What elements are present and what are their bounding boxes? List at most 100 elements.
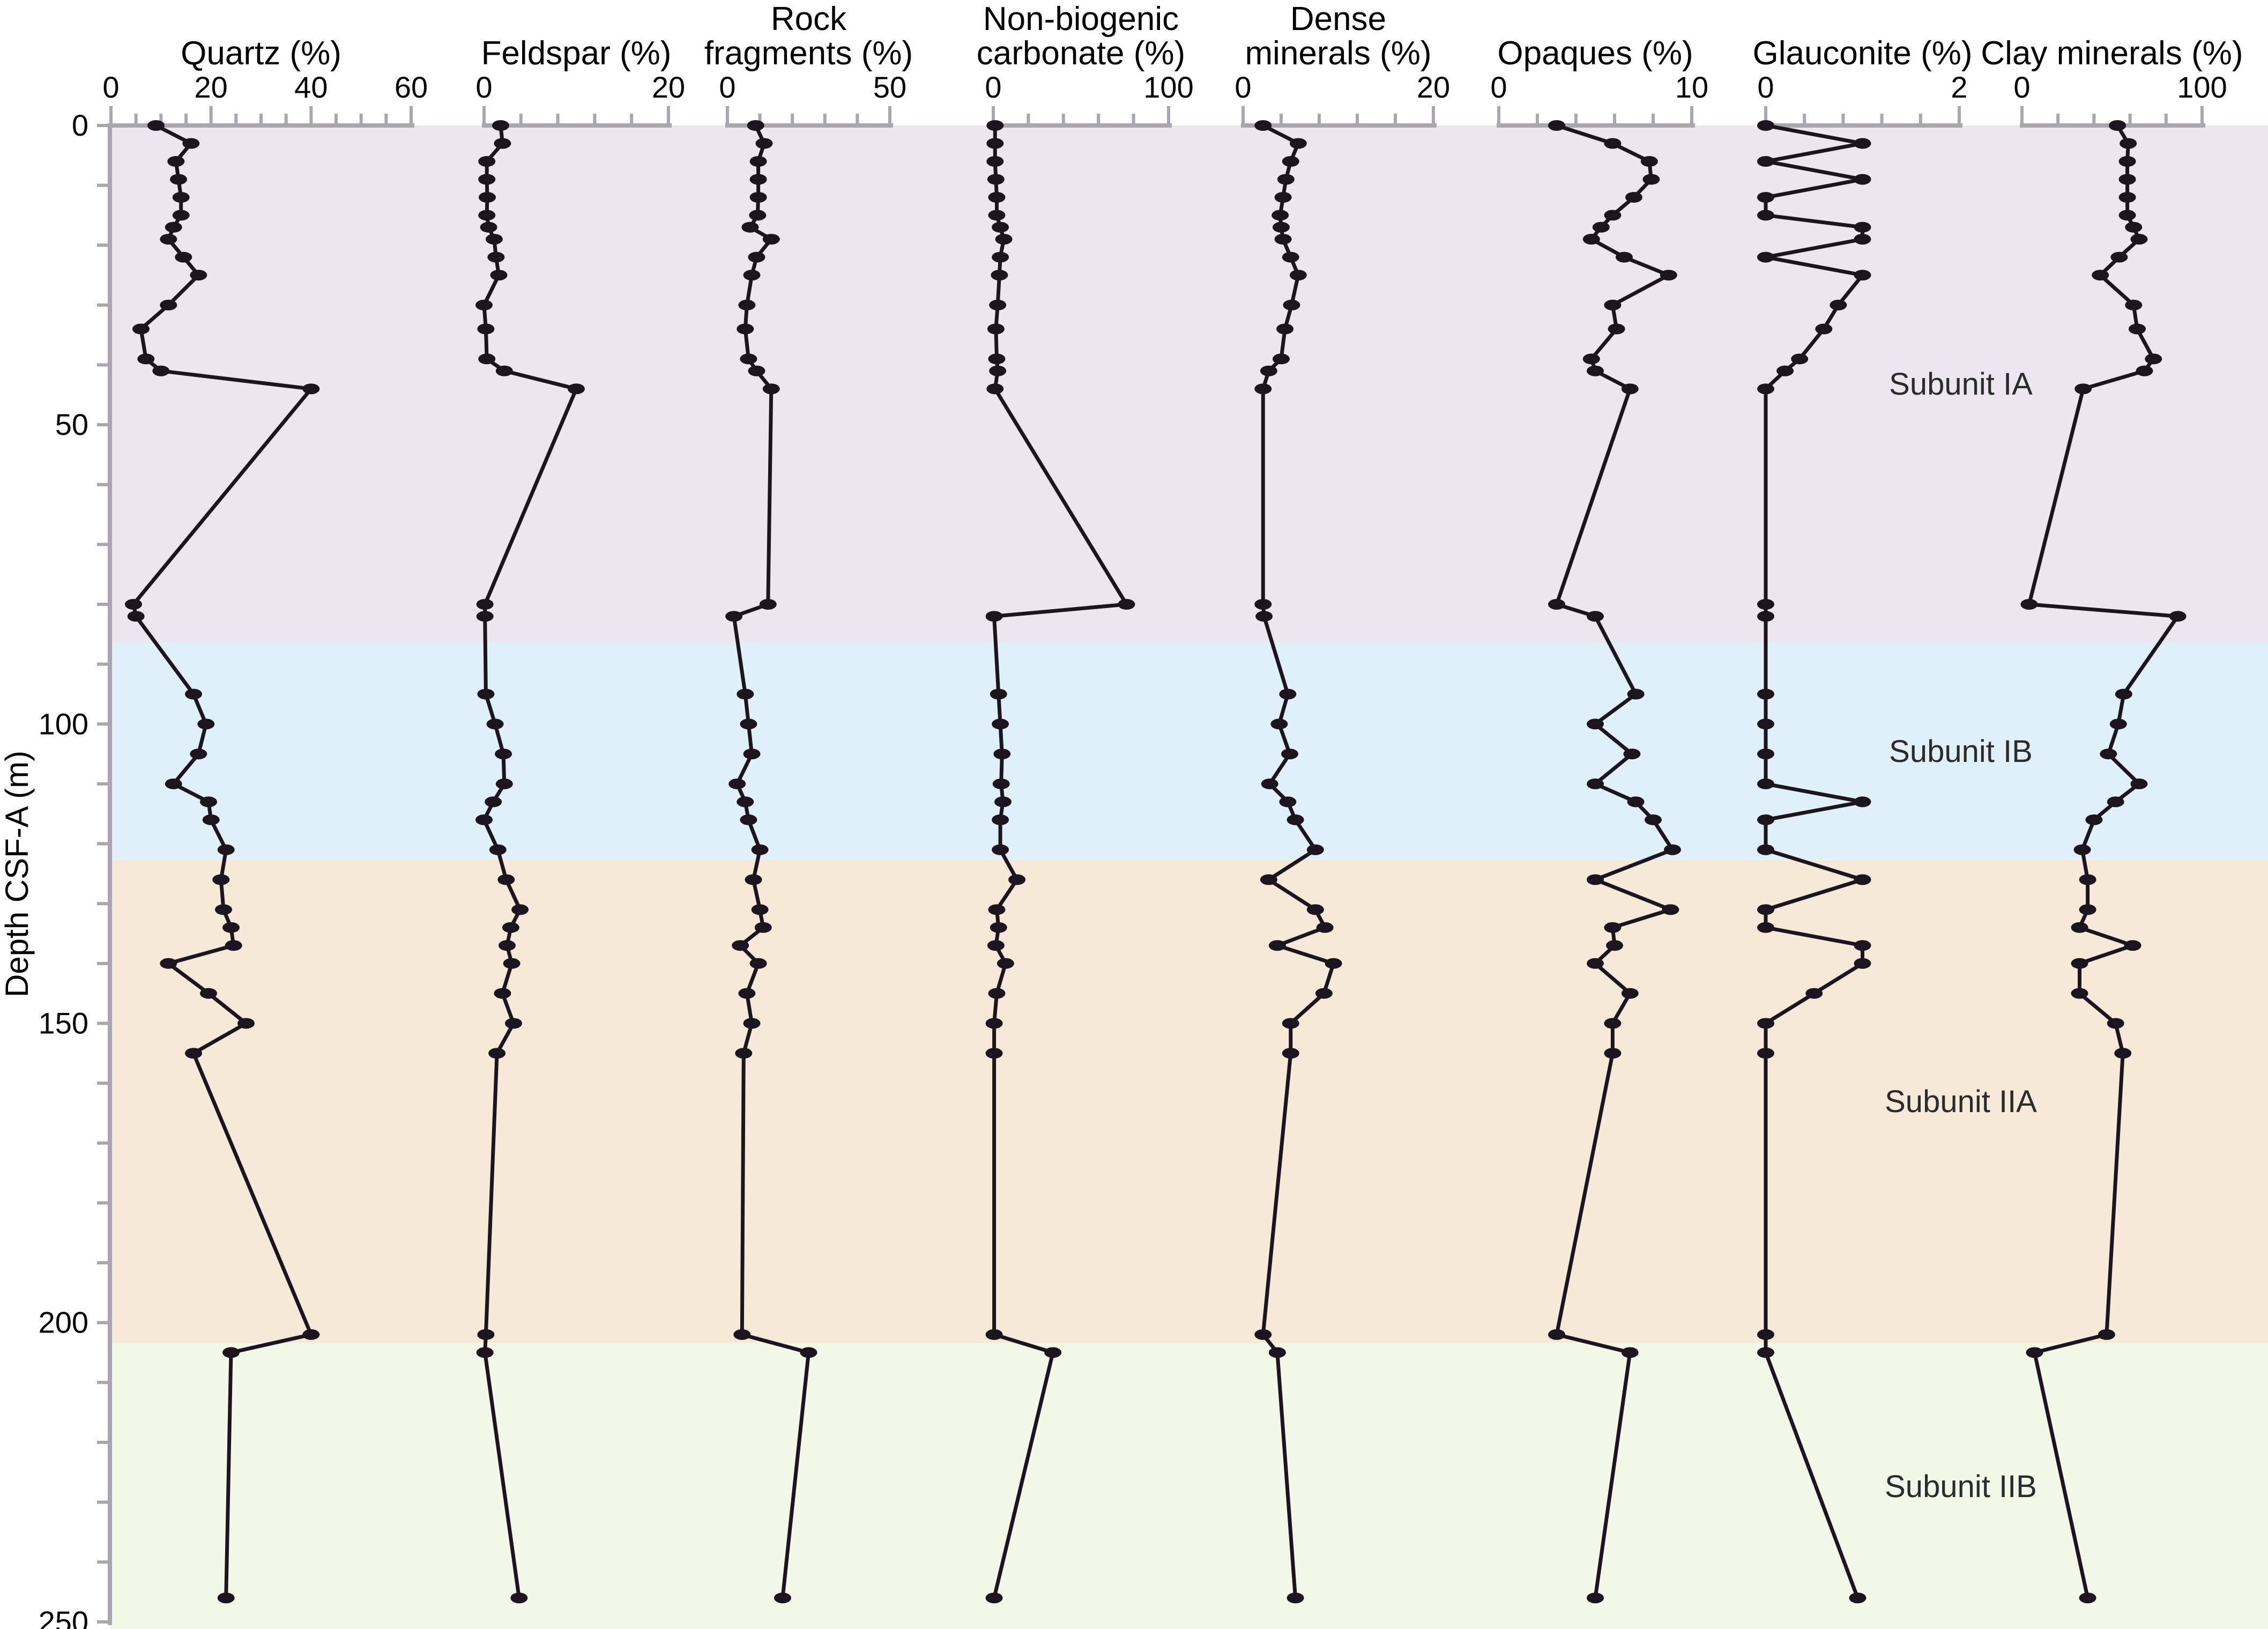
data-point-rock-fragments — [749, 156, 767, 167]
panel-opaques — [1497, 106, 1695, 1604]
data-point-glauconite — [1757, 210, 1774, 221]
data-point-glauconite — [1757, 749, 1774, 760]
data-point-dense-minerals — [1277, 174, 1295, 185]
subunit-band-3 — [110, 860, 2268, 1343]
data-point-non-biogenic-carbonate — [1044, 1347, 1062, 1358]
data-point-feldspar — [477, 1329, 495, 1340]
data-point-rock-fragments — [740, 353, 757, 365]
data-point-feldspar — [485, 234, 503, 245]
data-point-feldspar — [479, 192, 496, 203]
data-point-clay-minerals — [2118, 192, 2136, 203]
data-point-non-biogenic-carbonate — [988, 353, 1006, 365]
data-point-rock-fragments — [738, 988, 756, 999]
data-point-quartz — [237, 1018, 255, 1029]
data-point-rock-fragments — [737, 796, 754, 808]
data-point-feldspar — [477, 323, 495, 335]
data-point-rock-fragments — [748, 251, 765, 263]
data-point-non-biogenic-carbonate — [987, 323, 1005, 335]
data-point-feldspar — [503, 958, 520, 969]
depth-tick-label: 0 — [72, 108, 88, 142]
data-point-clay-minerals — [2109, 120, 2126, 131]
data-point-clay-minerals — [2124, 940, 2141, 951]
data-point-opaques — [1587, 719, 1604, 730]
data-point-non-biogenic-carbonate — [988, 210, 1006, 221]
panel-title-rock-fragments: Rock — [771, 1, 847, 38]
data-point-glauconite — [1854, 221, 1871, 233]
data-point-dense-minerals — [1273, 221, 1290, 233]
data-point-feldspar — [495, 365, 513, 376]
data-point-quartz — [160, 958, 177, 969]
data-point-clay-minerals — [2130, 234, 2148, 245]
data-point-non-biogenic-carbonate — [985, 611, 1003, 622]
data-point-rock-fragments — [749, 210, 767, 221]
data-point-glauconite — [1854, 234, 1871, 245]
data-point-clay-minerals — [2130, 778, 2148, 789]
data-point-opaques — [1616, 251, 1633, 263]
data-point-opaques — [1587, 778, 1604, 789]
data-point-clay-minerals — [2079, 874, 2096, 885]
data-point-glauconite — [1757, 814, 1774, 825]
x-tick-label-opaques: 10 — [1675, 70, 1708, 104]
panel-feldspar — [475, 106, 672, 1604]
data-point-clay-minerals — [2107, 1018, 2124, 1029]
data-point-quartz — [222, 1347, 240, 1358]
data-point-rock-fragments — [751, 904, 769, 915]
data-point-dense-minerals — [1260, 365, 1277, 376]
data-point-dense-minerals — [1273, 353, 1290, 365]
data-point-rock-fragments — [743, 270, 761, 281]
data-point-rock-fragments — [743, 749, 761, 760]
data-point-opaques — [1623, 749, 1641, 760]
x-tick-label-dense-minerals: 20 — [1417, 70, 1450, 104]
data-point-feldspar — [497, 874, 515, 885]
data-point-opaques — [1606, 940, 1623, 951]
data-point-rock-fragments — [741, 221, 759, 233]
data-point-non-biogenic-carbonate — [992, 778, 1010, 789]
data-point-rock-fragments — [751, 844, 769, 855]
data-point-opaques — [1604, 299, 1622, 310]
x-tick-label-feldspar: 20 — [652, 70, 685, 104]
data-point-clay-minerals — [2073, 844, 2091, 855]
data-point-rock-fragments — [740, 719, 757, 730]
data-point-dense-minerals — [1270, 719, 1288, 730]
data-point-glauconite — [1854, 138, 1871, 149]
data-point-feldspar — [492, 120, 509, 131]
data-point-glauconite — [1757, 1048, 1774, 1059]
x-tick-label-quartz: 60 — [395, 70, 428, 104]
data-point-dense-minerals — [1306, 844, 1324, 855]
data-point-non-biogenic-carbonate — [985, 1018, 1003, 1029]
data-point-feldspar — [511, 904, 529, 915]
data-point-feldspar — [489, 844, 507, 855]
data-point-feldspar — [478, 210, 496, 221]
x-tick-label-glauconite: 2 — [1951, 70, 1967, 104]
data-point-quartz — [200, 988, 217, 999]
data-point-non-biogenic-carbonate — [992, 844, 1009, 855]
data-point-quartz — [152, 365, 170, 376]
data-point-non-biogenic-carbonate — [988, 988, 1006, 999]
data-point-non-biogenic-carbonate — [985, 1329, 1003, 1340]
data-point-opaques — [1604, 138, 1622, 149]
data-point-opaques — [1587, 611, 1604, 622]
data-point-non-biogenic-carbonate — [986, 383, 1004, 395]
data-point-clay-minerals — [2136, 365, 2153, 376]
data-point-glauconite — [1757, 778, 1774, 789]
data-point-glauconite — [1757, 120, 1774, 131]
data-point-glauconite — [1757, 251, 1774, 263]
data-point-non-biogenic-carbonate — [995, 234, 1013, 245]
panel-title-dense-minerals: minerals (%) — [1245, 35, 1432, 72]
data-point-feldspar — [510, 1593, 528, 1604]
data-point-opaques — [1582, 234, 1600, 245]
data-point-feldspar — [488, 1048, 506, 1059]
panel-title-dense-minerals: Dense — [1290, 1, 1386, 38]
depth-tick-label: 50 — [55, 408, 88, 441]
data-point-clay-minerals — [2071, 958, 2088, 969]
data-point-opaques — [1604, 1018, 1622, 1029]
data-point-dense-minerals — [1282, 251, 1299, 263]
data-point-clay-minerals — [2098, 1329, 2115, 1340]
data-point-clay-minerals — [2129, 323, 2146, 335]
data-point-glauconite — [1849, 1593, 1867, 1604]
data-point-opaques — [1582, 353, 1600, 365]
data-point-rock-fragments — [800, 1347, 817, 1358]
data-point-non-biogenic-carbonate — [1118, 599, 1135, 610]
data-point-rock-fragments — [728, 778, 746, 789]
x-tick-label-non-biogenic-carbonate: 100 — [1143, 70, 1193, 104]
